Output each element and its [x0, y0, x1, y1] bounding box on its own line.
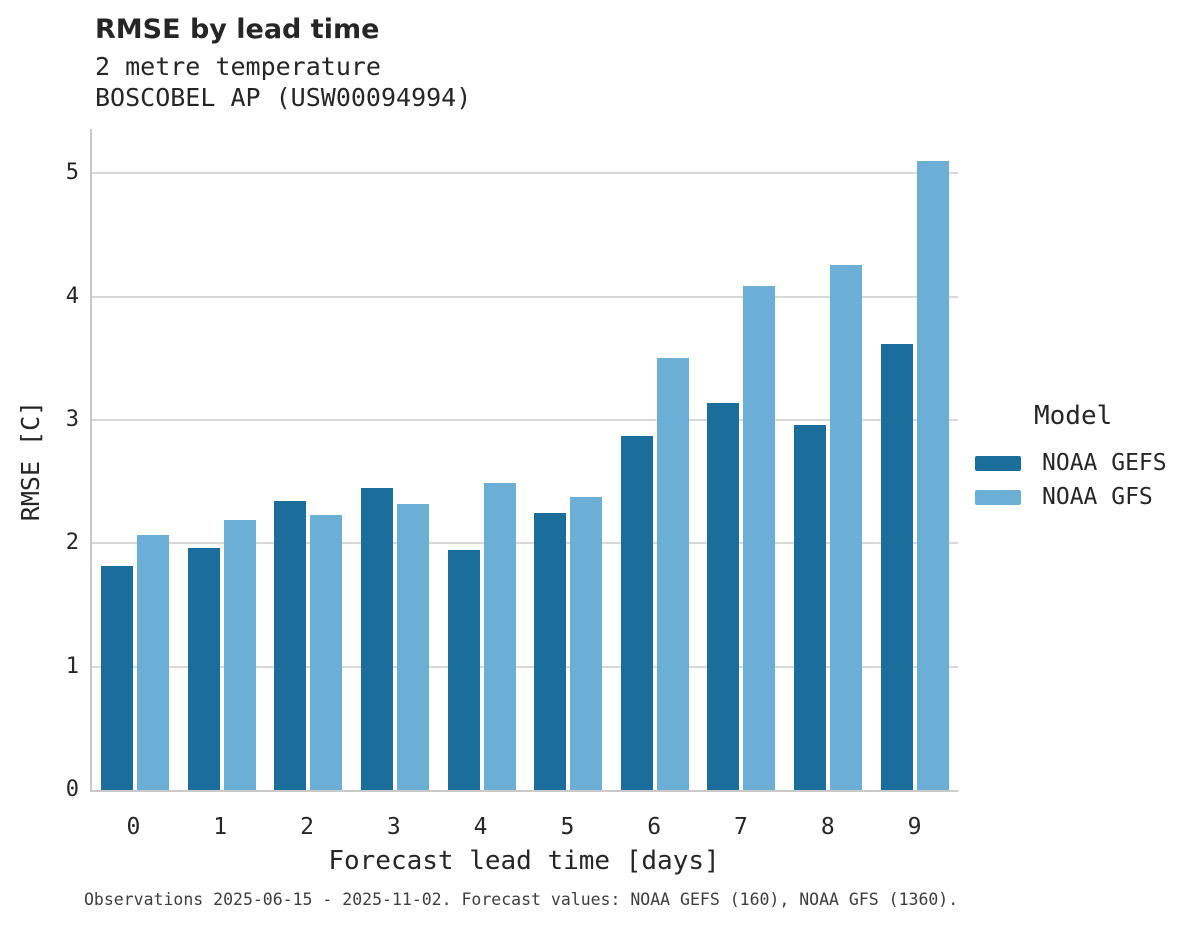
x-tick-label: 3 — [386, 814, 401, 840]
bar-group — [265, 129, 352, 790]
bar — [483, 482, 516, 790]
bar-group — [525, 129, 612, 790]
bar — [743, 285, 776, 790]
x-tick-label: 6 — [647, 814, 662, 840]
bar — [101, 565, 134, 790]
bar-group — [92, 129, 179, 790]
bar-group — [179, 129, 266, 790]
gridline — [92, 542, 958, 545]
gridline — [92, 172, 958, 175]
x-tick-label: 8 — [820, 814, 835, 840]
x-axis-label: Forecast lead time [days] — [328, 846, 720, 876]
y-tick-label: 5 — [65, 160, 79, 186]
y-tick-label: 2 — [65, 530, 79, 556]
legend-swatch — [975, 455, 1021, 471]
y-tick-label: 4 — [65, 283, 79, 309]
x-tick-label: 4 — [473, 814, 488, 840]
bar-group — [612, 129, 699, 790]
bar — [447, 549, 480, 790]
bar — [534, 512, 567, 790]
gridline — [92, 665, 958, 668]
bar — [310, 515, 343, 790]
y-tick-label: 1 — [65, 653, 79, 679]
subtitle-line-1: 2 metre temperature — [95, 52, 381, 81]
gridline — [92, 295, 958, 298]
bar — [361, 487, 394, 790]
bar-group — [352, 129, 439, 790]
bar — [137, 534, 170, 790]
bar — [274, 501, 307, 790]
bar — [187, 548, 220, 790]
legend-title: Model — [1034, 401, 1113, 431]
legend: Model NOAA GEFS NOAA GFS — [975, 400, 1167, 514]
y-tick-label: 0 — [65, 777, 79, 802]
bar-group — [785, 129, 872, 790]
bar-group — [698, 129, 785, 790]
bar — [916, 161, 949, 790]
y-tick-label: 3 — [65, 407, 79, 433]
bar-group — [871, 129, 958, 790]
bar — [880, 343, 913, 790]
x-tick-label: 7 — [734, 814, 748, 840]
gridline — [92, 419, 958, 422]
x-tick-label: 2 — [300, 814, 314, 840]
bar — [570, 496, 603, 790]
bar — [397, 503, 430, 790]
bar-group — [438, 129, 525, 790]
legend-item: NOAA GFS — [975, 480, 1167, 514]
plot-area: 0 1 2 3 4 5 — [66, 129, 958, 801]
bar — [830, 264, 863, 790]
bar — [707, 402, 740, 790]
x-tick-label: 5 — [560, 814, 575, 840]
bar-series — [92, 129, 958, 790]
subtitle-line-2: BOSCOBEL AP (USW00094994) — [95, 83, 472, 112]
x-tick-row: 0 1 2 3 4 5 6 7 8 9 — [90, 810, 958, 844]
legend-item: NOAA GEFS — [975, 446, 1167, 480]
legend-swatch — [975, 489, 1021, 505]
x-tick-label: 1 — [213, 814, 228, 840]
bar — [223, 519, 256, 790]
legend-label: NOAA GEFS — [1042, 449, 1167, 476]
footnote-caption: Observations 2025-06-15 - 2025-11-02. Fo… — [84, 890, 959, 909]
bar — [656, 358, 689, 790]
chart-title: RMSE by lead time — [95, 14, 380, 45]
chart-subtitle: 2 metre temperature BOSCOBEL AP (USW0009… — [95, 51, 471, 113]
legend-items: NOAA GEFS NOAA GFS — [975, 446, 1167, 514]
x-tick-label: 9 — [907, 814, 922, 840]
bar — [620, 436, 653, 790]
legend-label: NOAA GFS — [1042, 483, 1153, 510]
x-tick-label: 0 — [126, 814, 141, 840]
bar — [794, 424, 827, 790]
